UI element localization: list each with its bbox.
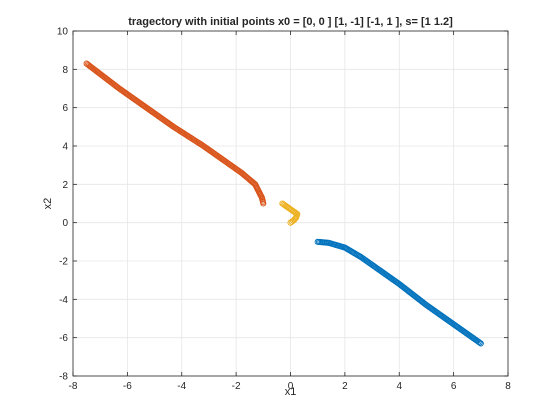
x-tick-label: -4 [177, 381, 186, 392]
y-axis-label: x2 [42, 198, 54, 210]
x-tick-label: 4 [396, 381, 402, 392]
x-tick-label: 6 [451, 381, 457, 392]
y-tick-label: 4 [62, 142, 68, 153]
data-series [83, 60, 484, 347]
y-tick-label: -8 [59, 372, 68, 383]
x-tick-label: -6 [123, 381, 132, 392]
tick-labels: -8 -6 -4 -2 0 2 4 6 8 -8 -6 -4 -2 0 2 4 6 8 10 [57, 27, 511, 393]
x-tick-label: 0 [288, 381, 294, 392]
data-point [84, 61, 91, 68]
x-tick-label: 2 [342, 381, 348, 392]
y-tick-label: -6 [59, 333, 68, 344]
x-axis-label: x1 [285, 386, 297, 398]
data-point [287, 219, 294, 226]
series-1 [314, 238, 484, 347]
data-point [476, 339, 483, 346]
y-tick-label: -4 [59, 295, 68, 306]
data-point [477, 340, 484, 347]
series-2 [83, 60, 267, 207]
chart-title: tragectory with initial points x0 = [0, … [128, 16, 453, 28]
data-point [83, 60, 90, 67]
y-tick-label: -2 [59, 257, 68, 268]
x-tick-label: -2 [232, 381, 241, 392]
y-tick-label: 6 [62, 103, 68, 114]
tick-marks [72, 30, 509, 377]
data-point [288, 218, 295, 225]
y-tick-label: 0 [62, 218, 68, 229]
x-tick-label: -8 [69, 381, 78, 392]
y-tick-label: 10 [57, 27, 69, 38]
x-tick-label: 8 [505, 381, 511, 392]
series-3 [279, 200, 301, 226]
y-tick-label: 8 [62, 65, 68, 76]
y-tick-label: 2 [62, 180, 68, 191]
